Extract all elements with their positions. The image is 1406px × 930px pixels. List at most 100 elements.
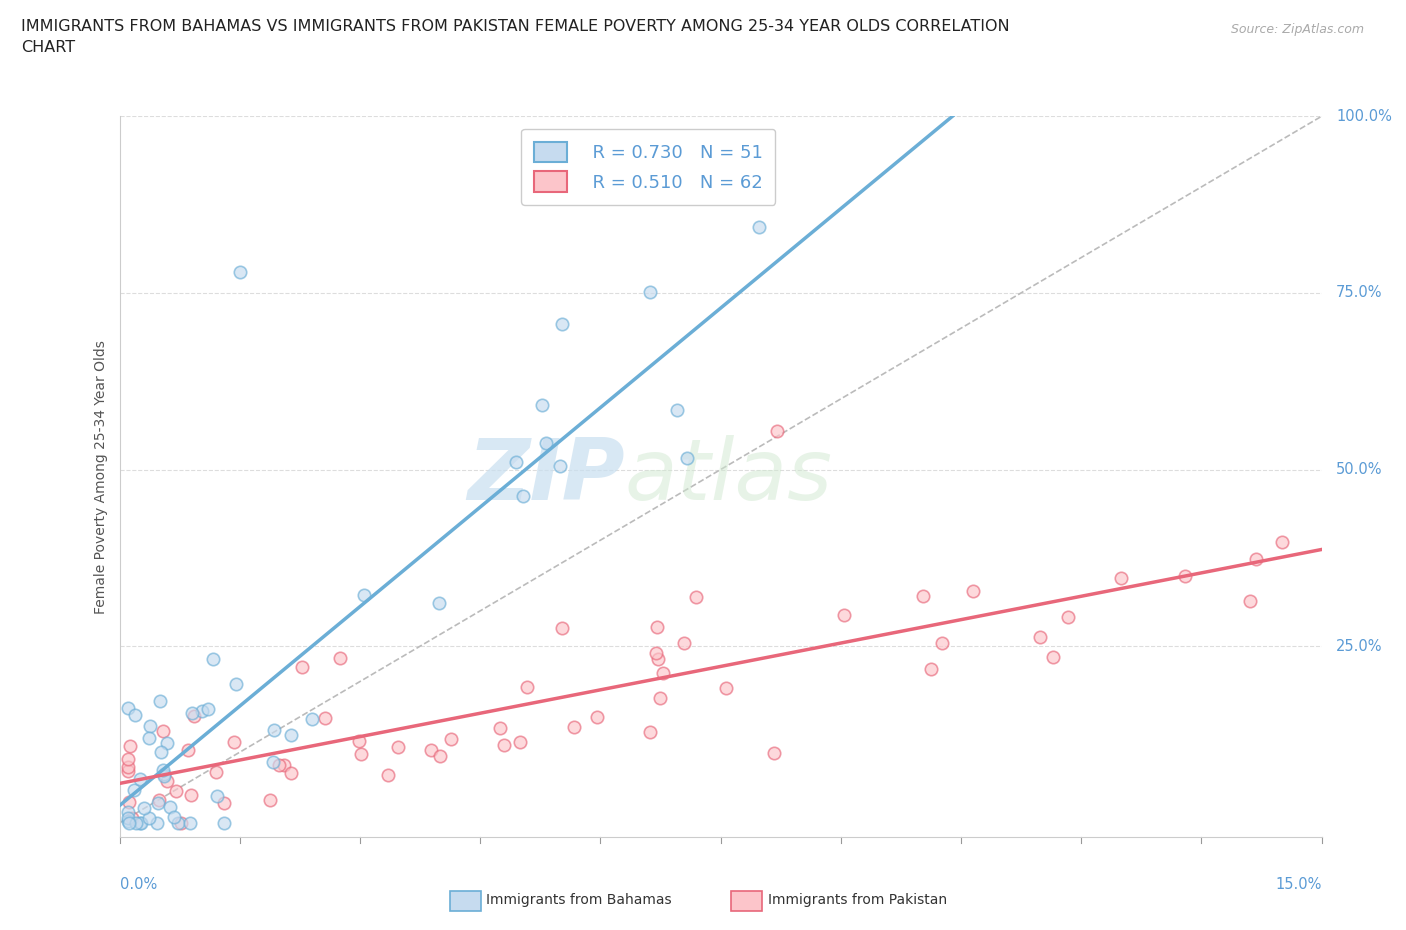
Point: [222, 735, 245, 750]
Point: [262, 754, 284, 769]
Y-axis label: Female Poverty Among 25-34 Year Olds: Female Poverty Among 25-34 Year Olds: [94, 339, 108, 614]
Point: [129, 816, 152, 830]
Point: [121, 810, 143, 825]
Point: [145, 816, 167, 830]
Text: 100.0%: 100.0%: [1336, 109, 1392, 124]
Point: [117, 814, 139, 829]
Point: [716, 681, 738, 696]
Point: [534, 436, 557, 451]
Point: [931, 635, 953, 650]
Text: ZIP: ZIP: [467, 435, 624, 518]
Point: [353, 588, 375, 603]
Point: [128, 816, 150, 830]
Point: [117, 751, 139, 766]
Point: [1246, 551, 1268, 566]
Text: 0.0%: 0.0%: [120, 877, 156, 892]
Point: [132, 801, 155, 816]
Point: [763, 746, 786, 761]
Point: [146, 796, 169, 811]
Point: [138, 811, 160, 826]
Point: [267, 758, 290, 773]
Point: [585, 710, 607, 724]
Point: [685, 590, 707, 604]
Point: [118, 794, 141, 809]
Point: [638, 724, 661, 739]
Point: [117, 759, 139, 774]
Point: [652, 666, 675, 681]
Point: [117, 764, 139, 778]
Point: [129, 772, 152, 787]
Point: [349, 747, 371, 762]
Point: [1174, 568, 1197, 583]
Point: [118, 816, 141, 830]
Point: [117, 811, 139, 826]
Point: [666, 403, 689, 418]
Point: [167, 816, 190, 830]
Point: [1057, 609, 1080, 624]
Point: [156, 774, 179, 789]
Text: Source: ZipAtlas.com: Source: ZipAtlas.com: [1230, 23, 1364, 36]
Point: [117, 700, 139, 715]
Point: [962, 584, 984, 599]
Point: [650, 691, 672, 706]
Point: [170, 816, 193, 830]
Point: [159, 800, 181, 815]
Text: IMMIGRANTS FROM BAHAMAS VS IMMIGRANTS FROM PAKISTAN FEMALE POVERTY AMONG 25-34 Y: IMMIGRANTS FROM BAHAMAS VS IMMIGRANTS FR…: [21, 19, 1010, 55]
Point: [120, 739, 142, 754]
Point: [148, 793, 170, 808]
Point: [156, 736, 179, 751]
Text: 50.0%: 50.0%: [1336, 462, 1382, 477]
Point: [328, 650, 350, 665]
Point: [1042, 649, 1064, 664]
Point: [920, 661, 942, 676]
Point: [509, 735, 531, 750]
Point: [314, 711, 336, 725]
Point: [548, 458, 571, 473]
Point: [183, 709, 205, 724]
Point: [225, 677, 247, 692]
Point: [512, 488, 534, 503]
Text: 15.0%: 15.0%: [1275, 877, 1322, 892]
Point: [1239, 593, 1261, 608]
Point: [748, 219, 770, 234]
Point: [429, 596, 451, 611]
Point: [420, 742, 443, 757]
Point: [273, 758, 295, 773]
Text: 25.0%: 25.0%: [1336, 639, 1382, 654]
Point: [551, 316, 574, 331]
Point: [291, 659, 314, 674]
Point: [191, 704, 214, 719]
Point: [197, 701, 219, 716]
Point: [765, 423, 787, 438]
Point: [429, 749, 451, 764]
Point: [562, 720, 585, 735]
Point: [212, 816, 235, 830]
Point: [647, 652, 669, 667]
Point: [177, 743, 200, 758]
Point: [139, 719, 162, 734]
Text: Immigrants from Bahamas: Immigrants from Bahamas: [486, 893, 672, 908]
Point: [832, 607, 855, 622]
Point: [1028, 630, 1050, 644]
Point: [516, 680, 538, 695]
Point: [505, 455, 527, 470]
Point: [301, 711, 323, 726]
Point: [259, 792, 281, 807]
Legend:   R = 0.730   N = 51,   R = 0.510   N = 62: R = 0.730 N = 51, R = 0.510 N = 62: [522, 129, 776, 205]
Point: [1109, 571, 1132, 586]
Point: [152, 724, 174, 738]
Point: [122, 782, 145, 797]
Point: [180, 788, 202, 803]
Point: [150, 744, 173, 759]
Point: [214, 796, 236, 811]
Point: [181, 706, 204, 721]
Point: [644, 645, 666, 660]
Point: [205, 764, 228, 779]
Point: [124, 708, 146, 723]
Point: [163, 809, 186, 824]
Point: [675, 451, 697, 466]
Point: [165, 783, 187, 798]
Point: [494, 737, 516, 752]
Point: [125, 816, 148, 830]
Point: [179, 816, 201, 830]
